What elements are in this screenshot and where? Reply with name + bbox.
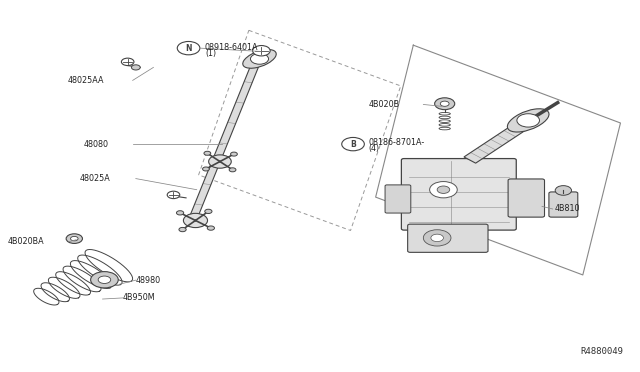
- Circle shape: [70, 236, 78, 241]
- Circle shape: [517, 114, 540, 127]
- Text: 48980: 48980: [136, 276, 161, 285]
- Text: N: N: [186, 44, 192, 52]
- Circle shape: [177, 41, 200, 55]
- Circle shape: [207, 226, 214, 230]
- Text: 08918-6401A: 08918-6401A: [205, 42, 259, 51]
- FancyBboxPatch shape: [549, 192, 578, 217]
- FancyBboxPatch shape: [408, 224, 488, 252]
- Text: B: B: [350, 140, 356, 149]
- Circle shape: [91, 272, 118, 288]
- Circle shape: [423, 230, 451, 246]
- Circle shape: [435, 98, 455, 110]
- Circle shape: [177, 211, 184, 215]
- Text: 48025AA: 48025AA: [68, 76, 104, 85]
- Circle shape: [203, 167, 209, 171]
- Text: 4B020B: 4B020B: [369, 100, 399, 109]
- FancyBboxPatch shape: [508, 179, 545, 217]
- Circle shape: [253, 45, 270, 56]
- Circle shape: [179, 227, 186, 232]
- Circle shape: [66, 234, 83, 243]
- Circle shape: [122, 58, 134, 65]
- Circle shape: [131, 65, 140, 70]
- Circle shape: [98, 276, 111, 283]
- FancyBboxPatch shape: [401, 158, 516, 230]
- Text: (4): (4): [368, 144, 380, 153]
- Ellipse shape: [243, 49, 276, 68]
- Circle shape: [209, 155, 231, 168]
- Text: 08186-8701A-: 08186-8701A-: [368, 138, 424, 147]
- Circle shape: [431, 234, 444, 241]
- Text: 4B020BA: 4B020BA: [8, 237, 44, 246]
- Text: 4B810: 4B810: [554, 205, 580, 214]
- Text: 48025A: 48025A: [80, 174, 111, 183]
- Circle shape: [230, 152, 237, 156]
- Circle shape: [184, 214, 207, 228]
- FancyBboxPatch shape: [385, 185, 411, 213]
- Circle shape: [229, 168, 236, 172]
- Polygon shape: [464, 122, 529, 163]
- Text: 4B950M: 4B950M: [123, 294, 156, 302]
- Circle shape: [440, 101, 449, 106]
- Circle shape: [204, 151, 211, 155]
- Polygon shape: [186, 61, 260, 225]
- Circle shape: [167, 191, 180, 199]
- Circle shape: [437, 186, 450, 193]
- Text: (1): (1): [205, 49, 216, 58]
- Circle shape: [429, 182, 457, 198]
- Circle shape: [555, 186, 572, 195]
- Text: R4880049: R4880049: [580, 347, 623, 356]
- Circle shape: [205, 209, 212, 214]
- Circle shape: [342, 137, 364, 151]
- Text: 48080: 48080: [84, 140, 109, 149]
- Ellipse shape: [508, 109, 549, 132]
- Circle shape: [250, 54, 269, 64]
